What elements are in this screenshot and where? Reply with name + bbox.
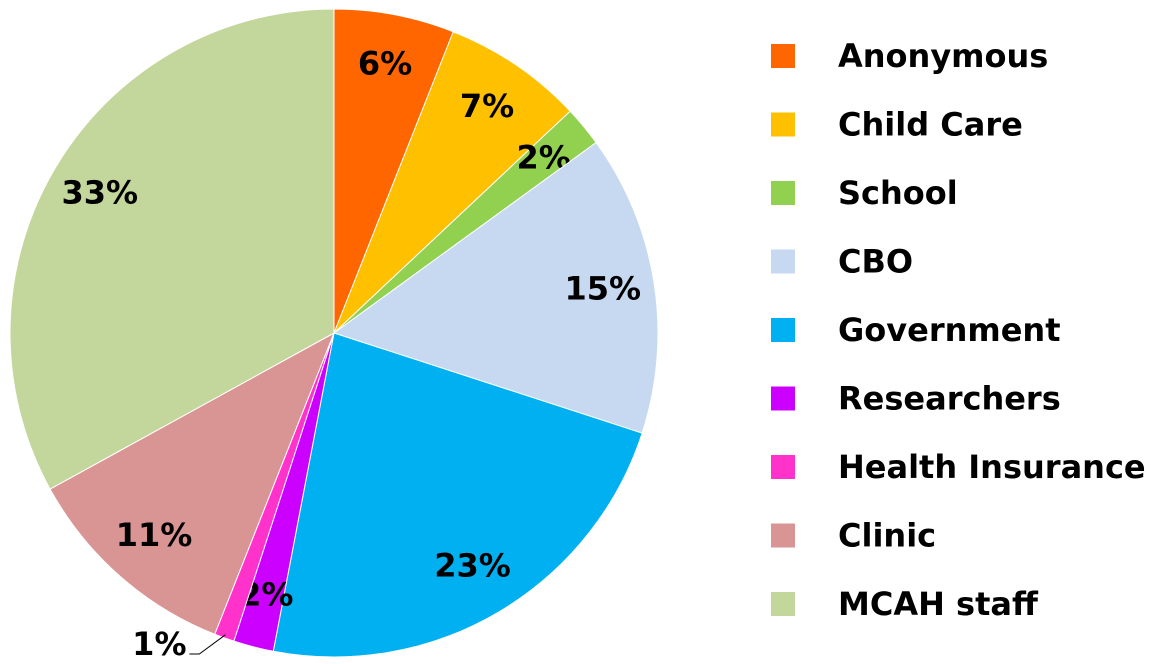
data-label: 1% [132, 625, 186, 663]
legend-label: Government [838, 311, 1061, 349]
data-label: 7% [460, 87, 514, 125]
legend-swatch [771, 181, 795, 205]
legend-swatch [771, 523, 795, 548]
legend-swatch [771, 44, 795, 68]
data-label: 23% [434, 546, 511, 584]
data-label: 15% [565, 269, 642, 307]
legend-label: CBO [838, 243, 913, 281]
pie-slice [49, 331, 335, 635]
data-label: 6% [358, 45, 412, 83]
legend-label: Anonymous [838, 37, 1048, 75]
legend-label: Health Insurance [838, 448, 1146, 486]
legend-swatch [771, 249, 795, 274]
data-label: 33% [61, 173, 138, 211]
pie-slice [333, 8, 454, 334]
legend-swatch [771, 592, 795, 616]
legend-label: MCAH staff [838, 585, 1039, 623]
legend-label: Clinic [838, 517, 936, 555]
legend-swatch [771, 386, 795, 411]
pie-slice [272, 332, 643, 658]
legend-swatch [771, 455, 795, 479]
legend-label: Researchers [838, 380, 1061, 418]
pie-slice [332, 141, 659, 434]
leader-line [189, 634, 226, 655]
legend-swatch [771, 318, 795, 342]
pie-slice [333, 31, 571, 334]
data-label: 11% [116, 516, 193, 554]
legend-swatch [771, 112, 795, 137]
pie-slice [9, 8, 335, 490]
legend-label: Child Care [838, 106, 1023, 144]
legend-label: School [838, 174, 958, 212]
